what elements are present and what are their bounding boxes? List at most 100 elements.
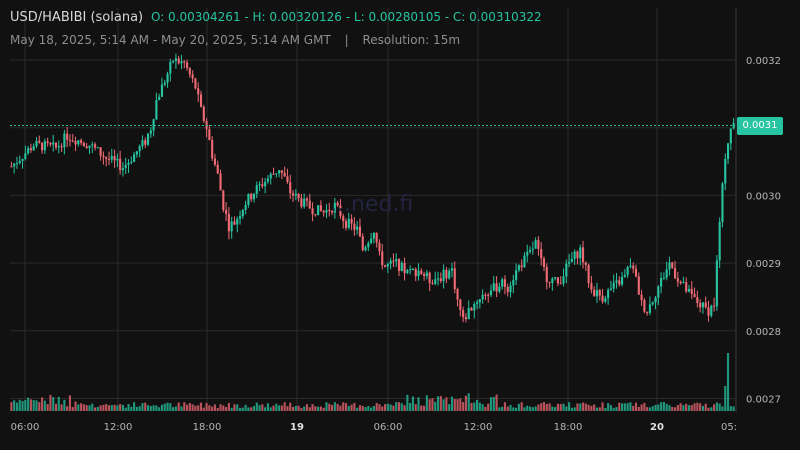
candle-body <box>370 238 373 244</box>
candle-body <box>289 182 292 194</box>
candle-body <box>38 140 41 143</box>
volume-bar <box>517 403 520 411</box>
volume-bar <box>96 406 99 411</box>
volume-bar <box>18 399 21 411</box>
candle-body <box>233 221 236 225</box>
candle-body <box>637 276 640 295</box>
candle-body <box>358 226 362 237</box>
candle-body <box>724 159 727 184</box>
volume-bar <box>701 405 704 411</box>
volume-bar <box>38 402 41 411</box>
candle-body <box>149 130 152 134</box>
volume-bar <box>383 404 387 411</box>
candle-body <box>640 294 643 301</box>
volume-bar <box>403 405 406 411</box>
volume-bar <box>222 405 225 411</box>
candle-body <box>294 193 297 196</box>
volume-bar <box>300 407 303 411</box>
volume-bar <box>707 407 710 411</box>
candle-body <box>18 161 21 164</box>
candle-body <box>102 155 105 158</box>
candle-body <box>526 251 529 256</box>
x-tick-label: 12:00 <box>104 422 133 433</box>
candle-body <box>573 251 576 259</box>
volume-bar <box>428 399 431 411</box>
volume-bar <box>247 407 250 411</box>
candle-body <box>85 146 88 149</box>
volume-bar <box>481 404 484 411</box>
candle-body <box>124 164 127 169</box>
volume-bar <box>397 402 401 411</box>
candle-body <box>314 214 317 216</box>
volume-bar <box>528 406 532 411</box>
x-tick-label: 05: <box>721 422 737 433</box>
pair-name: USD/HABIBI (solana) <box>10 10 144 25</box>
volume-bar <box>252 406 256 411</box>
candle-body <box>476 302 479 305</box>
candle-body <box>283 172 286 177</box>
candle-body <box>581 247 585 263</box>
volume-bar <box>721 406 724 411</box>
candle-body <box>548 281 551 283</box>
candle-body <box>718 222 721 261</box>
candle-body <box>291 193 295 196</box>
volume-bar <box>205 403 208 411</box>
volume-bar <box>442 399 445 411</box>
volume-bar <box>696 402 699 411</box>
volume-bar <box>607 403 610 411</box>
volume-bar <box>470 403 473 411</box>
candle-body <box>436 278 440 280</box>
candle-body <box>35 140 38 147</box>
candle-body <box>489 290 493 295</box>
candle-body <box>300 198 303 207</box>
volume-bar <box>325 402 328 411</box>
candle-body <box>199 94 203 107</box>
volume-bar <box>621 403 624 411</box>
candle-body <box>272 173 275 175</box>
candle-body <box>71 140 74 142</box>
volume-bar <box>356 407 359 411</box>
candle-body <box>52 142 55 145</box>
candle-body <box>434 279 437 284</box>
candle-body <box>252 193 256 200</box>
volume-bar <box>462 402 465 411</box>
candle-body <box>247 193 250 205</box>
volume-bar <box>554 407 557 411</box>
volume-bar <box>116 405 119 411</box>
volume-bar <box>289 402 292 411</box>
candle-body <box>236 218 239 225</box>
candle-body <box>576 251 579 259</box>
candle-body <box>57 146 60 148</box>
candle-body <box>685 282 688 292</box>
candle-body <box>244 204 247 211</box>
candle-body <box>152 119 155 131</box>
volume-bar <box>693 403 696 411</box>
volume-bar <box>336 403 339 411</box>
volume-bar <box>121 404 124 411</box>
volume-bar <box>484 406 487 411</box>
volume-bar <box>344 403 348 411</box>
candle-body <box>411 269 414 271</box>
candle-body <box>590 283 593 290</box>
candle-body <box>646 311 649 313</box>
candle-body <box>484 294 487 296</box>
candle-body <box>29 148 32 151</box>
volume-bar <box>478 402 481 411</box>
volume-bar <box>587 404 590 411</box>
candle-body <box>668 262 671 270</box>
volume-bar <box>261 404 264 411</box>
candle-body <box>82 142 85 147</box>
volume-bar <box>604 407 607 411</box>
candle-body <box>501 279 504 287</box>
volume-bar <box>322 407 325 411</box>
volume-bar <box>331 404 334 411</box>
volume-bar <box>233 404 236 411</box>
volume-bar <box>88 405 91 411</box>
volume-bar <box>445 397 448 411</box>
candle-body <box>517 265 520 271</box>
candle-body <box>180 61 183 64</box>
volume-bar <box>230 407 233 411</box>
volume-bar <box>381 406 384 411</box>
candle-body <box>364 247 367 251</box>
volume-bar <box>643 402 646 411</box>
